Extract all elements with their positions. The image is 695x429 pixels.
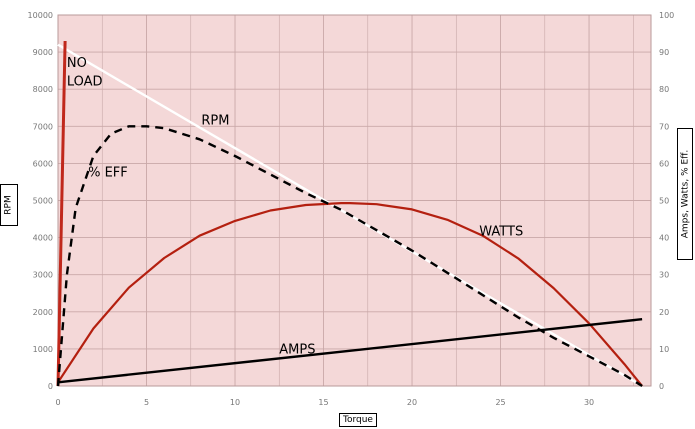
right-y-tick-label: 30 [659, 271, 669, 280]
right-y-tick-label: 80 [659, 85, 669, 94]
right-y-tick-label: 100 [659, 11, 674, 20]
x-tick-label: 30 [584, 398, 594, 407]
right-y-tick-label: 0 [659, 382, 664, 391]
left-y-tick-label: 7000 [33, 122, 53, 131]
x-tick-label: 25 [495, 398, 505, 407]
plot-frame [57, 14, 652, 387]
right-y-tick-label: 60 [659, 159, 669, 168]
annotation-no: NO [67, 56, 87, 71]
series-line-no-load [56, 40, 67, 387]
right-y-tick-label: 10 [659, 345, 669, 354]
left-y-tick-label: 10000 [28, 11, 53, 20]
x-tick-label: 10 [230, 398, 240, 407]
x-tick-label: 20 [407, 398, 417, 407]
left-y-tick-label: 0 [48, 382, 53, 391]
left-y-tick-label: 5000 [33, 197, 53, 206]
x-tick-label: 15 [318, 398, 328, 407]
left-y-tick-label: 2000 [33, 308, 53, 317]
right-y-tick-label: 20 [659, 308, 669, 317]
right-y-tick-label: 90 [659, 48, 669, 57]
series-line-watts [57, 202, 643, 387]
annotation-load: LOAD [67, 74, 103, 89]
series-line-eff [56, 125, 643, 388]
left-y-tick-label: 4000 [33, 234, 53, 243]
left-y-tick-label: 9000 [33, 48, 53, 57]
right-y-tick-label: 40 [659, 234, 669, 243]
annotation-eff: % EFF [88, 165, 128, 180]
annotation-watts: WATTS [479, 225, 523, 240]
annotation-amps: AMPS [279, 342, 315, 357]
left-y-axis-label: RPM [0, 184, 18, 226]
x-tick-label: 5 [144, 398, 149, 407]
left-y-tick-label: 8000 [33, 85, 53, 94]
left-y-tick-label: 6000 [33, 159, 53, 168]
right-y-axis-label: Amps, Watts, % Eff. [677, 128, 693, 260]
left-y-tick-label: 1000 [33, 345, 53, 354]
x-axis-label: Torque [339, 413, 377, 427]
right-y-tick-label: 50 [659, 197, 669, 206]
x-tick-label: 0 [55, 398, 60, 407]
left-y-tick-label: 3000 [33, 271, 53, 280]
right-y-tick-label: 70 [659, 122, 669, 131]
annotation-rpm: RPM [201, 113, 229, 128]
series-line-amps [57, 318, 643, 384]
